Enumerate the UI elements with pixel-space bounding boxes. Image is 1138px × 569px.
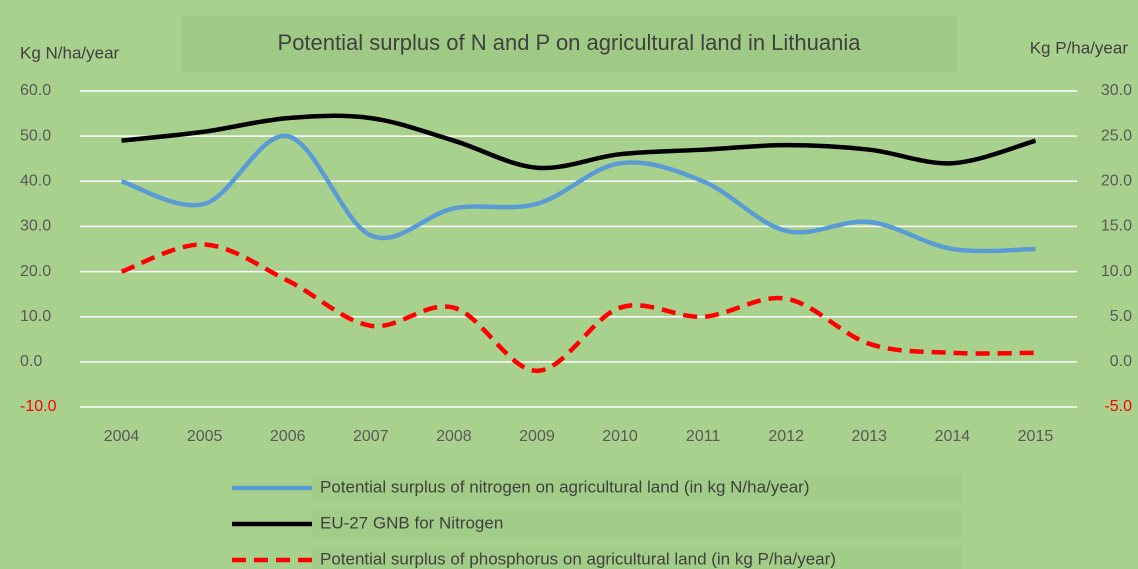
x-tick-label: 2012 (768, 428, 804, 445)
x-tick-label: 2008 (436, 428, 472, 445)
y-tick-label: 0.0 (20, 353, 42, 370)
x-tick-label: 2004 (104, 428, 140, 445)
y2-tick-label: 20.0 (1101, 173, 1132, 190)
chart-title: Potential surplus of N and P on agricult… (278, 30, 862, 55)
series-line (120, 133, 1036, 254)
y2-tick-label: 10.0 (1101, 263, 1132, 280)
x-tick-label: 2009 (519, 428, 555, 445)
x-tick-label: 2010 (602, 428, 638, 445)
y2-axis-label: Kg P/ha/year (1030, 38, 1129, 57)
y-tick-label: 30.0 (20, 218, 51, 235)
x-tick-label: 2013 (851, 428, 887, 445)
y2-tick-label: 25.0 (1101, 127, 1132, 144)
title-box (182, 16, 957, 72)
legend-label: Potential surplus of phosphorus on agric… (320, 549, 836, 568)
series-line (121, 113, 1037, 171)
legend-label: Potential surplus of nitrogen on agricul… (320, 477, 810, 496)
x-tick-label: 2015 (1018, 428, 1054, 445)
y-tick-label: 60.0 (20, 82, 51, 99)
y-tick-label: 20.0 (20, 263, 51, 280)
legend-box (312, 509, 962, 539)
y-tick-label: -10.0 (20, 398, 57, 415)
x-tick-label: 2014 (935, 428, 971, 445)
series-line (120, 242, 1036, 374)
legend-box (312, 545, 962, 569)
y-axis-label: Kg N/ha/year (20, 43, 120, 62)
legend-box (312, 473, 962, 503)
x-tick-label: 2006 (270, 428, 306, 445)
y2-tick-label: 15.0 (1101, 218, 1132, 235)
legend-label: EU-27 GNB for Nitrogen (320, 513, 503, 532)
x-tick-label: 2005 (187, 428, 223, 445)
y2-tick-label: 30.0 (1101, 82, 1132, 99)
y-tick-label: 10.0 (20, 308, 51, 325)
y2-tick-label: -5.0 (1104, 398, 1132, 415)
y2-tick-label: 5.0 (1110, 308, 1132, 325)
x-tick-label: 2007 (353, 428, 389, 445)
y-tick-label: 40.0 (20, 173, 51, 190)
y-tick-label: 50.0 (20, 127, 51, 144)
x-tick-label: 2011 (686, 428, 721, 445)
y2-tick-label: 0.0 (1110, 353, 1132, 370)
